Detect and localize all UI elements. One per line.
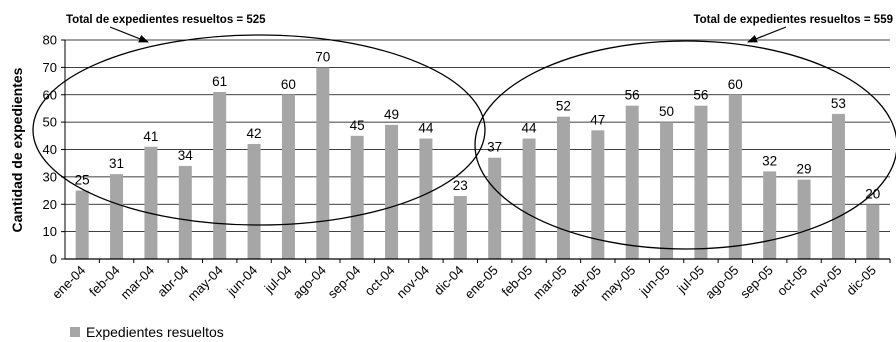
bar-dic-04 <box>453 196 467 259</box>
bar-abr-05 <box>591 130 605 259</box>
bar-abr-04 <box>178 165 192 259</box>
bar-nov-05 <box>831 113 845 259</box>
data-label-jun-04: 42 <box>247 126 262 141</box>
x-tick-label-feb-04: feb-04 <box>86 263 123 300</box>
data-label-sep-05: 32 <box>762 153 777 168</box>
y-tick-label: 20 <box>43 197 57 212</box>
bar-feb-04 <box>110 174 124 259</box>
axes <box>61 39 891 263</box>
y-tick-label: 80 <box>43 33 57 48</box>
bar-sep-04 <box>350 135 364 259</box>
data-label-abr-05: 47 <box>590 112 605 127</box>
x-tick-label-dic-05: dic-05 <box>843 263 879 299</box>
data-label-feb-04: 31 <box>109 156 124 171</box>
x-tick-label-jun-05: jun-05 <box>636 263 673 300</box>
data-label-jul-04: 60 <box>281 77 296 92</box>
data-label-ene-04: 25 <box>75 173 90 188</box>
data-label-may-05: 56 <box>625 88 640 103</box>
legend-label: Expedientes resueltos <box>86 324 224 340</box>
bar-nov-04 <box>419 138 433 259</box>
bar-ene-04 <box>75 190 89 259</box>
gridlines <box>65 39 890 260</box>
bar-ene-05 <box>488 157 502 259</box>
bar-oct-04 <box>385 124 399 259</box>
data-label-dic-04: 23 <box>453 178 468 193</box>
bar-may-04 <box>213 92 227 259</box>
data-label-abr-04: 34 <box>178 148 194 163</box>
data-label-may-04: 61 <box>212 74 227 89</box>
x-tick-label-dic-04: dic-04 <box>431 263 467 299</box>
data-label-jul-05: 56 <box>693 88 708 103</box>
x-tick-label-sep-04: sep-04 <box>325 263 364 302</box>
x-tick-label-jun-04: jun-04 <box>223 263 260 300</box>
x-tick-label-may-04: may-04 <box>185 263 226 304</box>
annotation-2004-total: Total de expedientes resueltos = 525 <box>66 14 266 26</box>
data-label-sep-04: 45 <box>350 118 365 133</box>
x-tick-label-may-05: may-05 <box>597 263 638 304</box>
y-tick-label: 0 <box>50 252 57 267</box>
bar-dic-05 <box>866 204 880 259</box>
y-axis-label: Cantidad de expedientes <box>9 67 25 232</box>
x-tick-label-mar-05: mar-05 <box>530 263 570 303</box>
x-tick-label-oct-05: oct-05 <box>774 263 810 299</box>
x-tick-label-ene-05: ene-05 <box>462 263 501 302</box>
annotation-arrow-2004 <box>109 26 149 43</box>
data-labels: 25 31 41 34 61 42 60 70 45 49 44 23 37 44 52 47 56 50 56 60… <box>75 49 881 201</box>
ellipse-2005 <box>474 40 896 250</box>
data-label-nov-05: 53 <box>831 96 846 111</box>
data-label-oct-04: 49 <box>384 107 399 122</box>
bar-sep-05 <box>763 171 777 259</box>
data-label-mar-04: 41 <box>143 129 158 144</box>
bar-feb-05 <box>522 138 536 259</box>
x-tick-label-ago-04: ago-04 <box>290 263 329 302</box>
legend-swatch <box>70 327 80 337</box>
x-tick-label-feb-05: feb-05 <box>499 263 536 300</box>
bar-oct-05 <box>797 179 811 259</box>
x-tick-label-nov-04: nov-04 <box>393 263 432 302</box>
x-tick-label-ago-05: ago-05 <box>702 263 741 302</box>
data-label-jun-05: 50 <box>659 104 674 119</box>
data-label-oct-05: 29 <box>797 162 812 177</box>
y-tick-label: 40 <box>43 142 57 157</box>
bar-mar-05 <box>556 116 570 260</box>
bar-jun-04 <box>247 144 261 259</box>
x-tick-label-nov-05: nov-05 <box>806 263 845 302</box>
annotation-arrow-2005 <box>747 26 787 43</box>
x-tick-label-mar-04: mar-04 <box>117 263 157 303</box>
data-label-ene-05: 37 <box>487 140 502 155</box>
x-tick-label-ene-04: ene-04 <box>49 263 88 302</box>
annotation-2005-total: Total de expedientes resueltos = 559 <box>693 14 893 26</box>
bar-ago-04 <box>316 67 330 259</box>
data-label-feb-05: 44 <box>522 121 538 136</box>
data-label-nov-04: 44 <box>418 121 434 136</box>
bar-jul-04 <box>281 94 295 259</box>
x-tick-label-oct-04: oct-04 <box>362 263 398 299</box>
data-label-mar-05: 52 <box>556 99 571 114</box>
data-label-ago-05: 60 <box>728 77 743 92</box>
bars <box>75 67 880 260</box>
y-tick-label: 70 <box>43 60 57 75</box>
x-tick-label-sep-05: sep-05 <box>737 263 776 302</box>
bar-jul-05 <box>694 105 708 259</box>
bar-jun-05 <box>660 122 674 259</box>
bar-ago-05 <box>728 94 742 259</box>
ellipse-2004 <box>32 34 486 226</box>
y-tick-label: 50 <box>43 115 57 130</box>
bar-mar-04 <box>144 146 158 259</box>
y-tick-label: 10 <box>43 224 57 239</box>
y-tick-label: 30 <box>43 169 57 184</box>
data-label-ago-04: 70 <box>315 49 330 64</box>
bar-may-05 <box>625 105 639 259</box>
